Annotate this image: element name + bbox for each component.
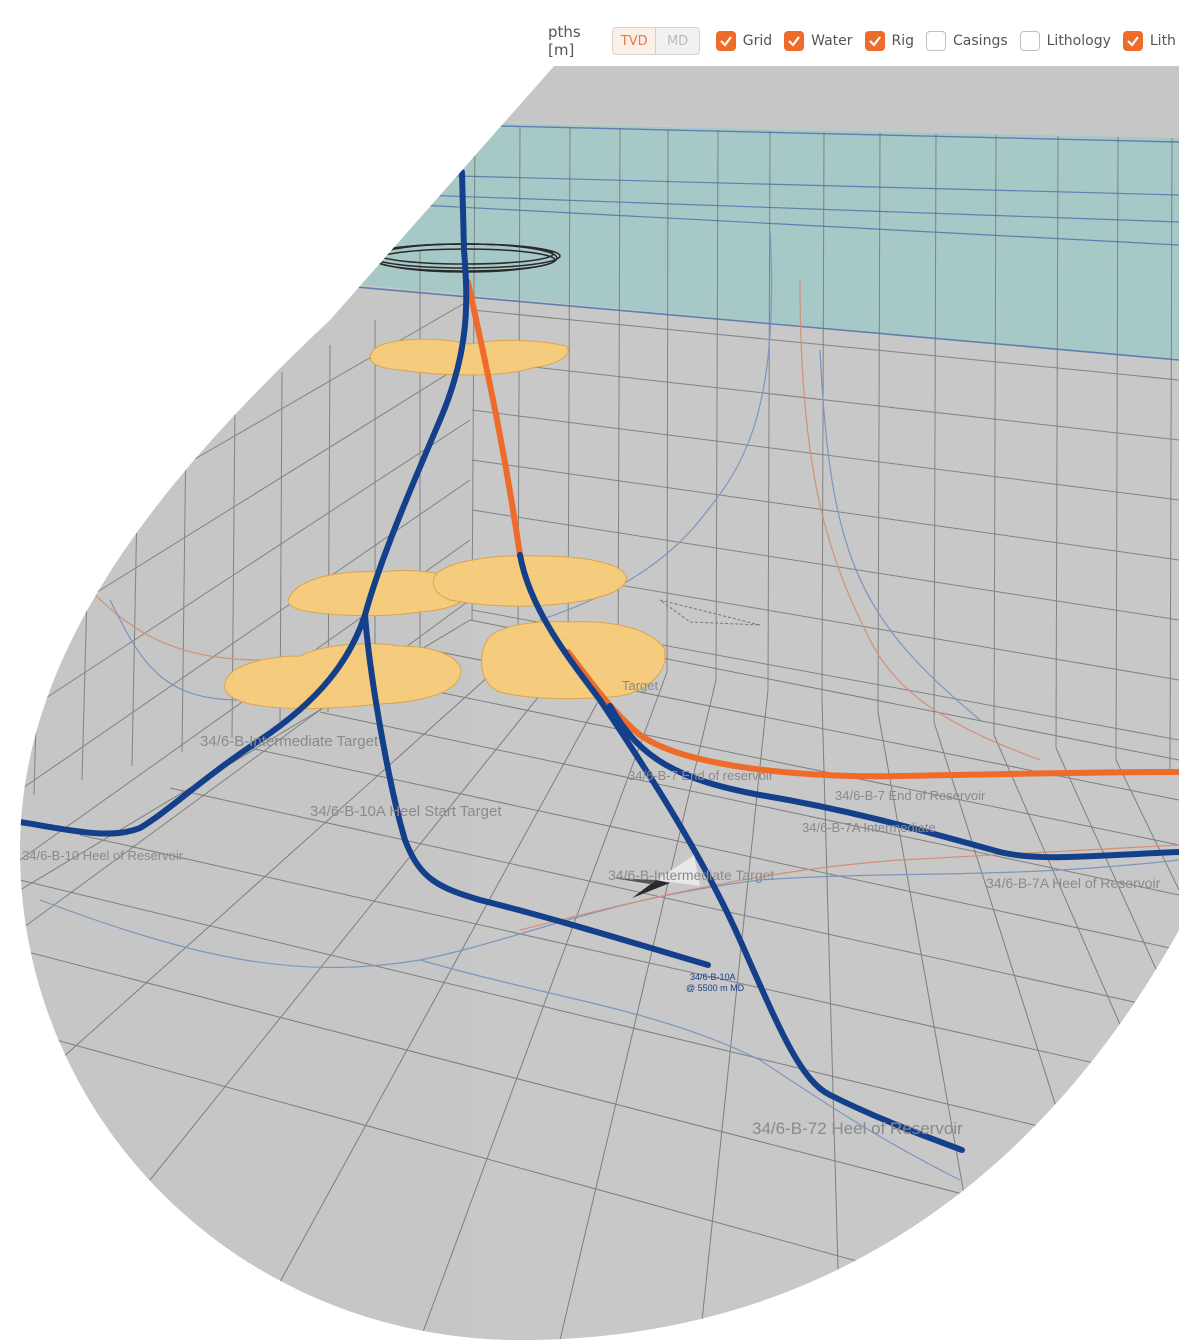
label-start-target: 34/6-B-10A Heel Start Target <box>310 803 502 820</box>
water-checkbox[interactable] <box>784 31 805 51</box>
label-heel-10: 34/6-B-10 Heel of Reservoir <box>22 848 184 863</box>
rig-checkbox[interactable] <box>864 31 885 51</box>
label-intermediate-target-2: 34/6-B-Intermediate Target <box>608 867 774 883</box>
water-layer <box>330 120 1179 360</box>
wellbores <box>20 169 1179 1153</box>
label-heel-7a: 34/6-B-7A Heel of Reservoir <box>986 875 1161 891</box>
reservoir-low-left <box>224 643 462 710</box>
lith-checkbox[interactable] <box>1122 31 1143 51</box>
tvd-button[interactable]: TVD <box>613 28 657 54</box>
well-tag-name: 34/6-B-10A <box>690 972 736 982</box>
grid-label: Grid <box>742 33 773 49</box>
rig-label: Rig <box>891 33 915 49</box>
label-intermediate-7a: 34/6-B-7A Intermediate <box>802 820 936 835</box>
toggle-grid[interactable]: Grid <box>715 31 773 51</box>
label-end-reservoir-a: 34/6-B-7 End of reservoir <box>628 768 774 783</box>
label-intermediate-target: 34/6-B-Intermediate Target <box>200 733 379 750</box>
toggle-casings[interactable]: Casings <box>926 31 1008 51</box>
toggle-lith[interactable]: Lith <box>1122 31 1176 51</box>
depths-label: pths [m] <box>548 23 581 59</box>
toggle-rig[interactable]: Rig <box>864 31 915 51</box>
casings-checkbox[interactable] <box>926 31 947 51</box>
compass-icon[interactable] <box>612 855 700 898</box>
water-line-3 <box>419 204 1179 246</box>
md-button[interactable]: MD <box>656 28 699 54</box>
toggle-water[interactable]: Water <box>784 31 853 51</box>
casings-label: Casings <box>953 33 1008 49</box>
view-toolbar: pths [m] TVD MD Grid Water Rig Casings L… <box>548 23 1179 59</box>
depth-mode-toggle: TVD MD <box>612 27 700 55</box>
lithology-label: Lithology <box>1046 33 1111 49</box>
lith-label: Lith <box>1149 33 1176 49</box>
water-line-1 <box>419 174 1179 196</box>
toggle-lithology[interactable]: Lithology <box>1019 31 1111 51</box>
label-heel-72: 34/6-B-72 Heel of Reservoir <box>752 1119 963 1138</box>
well-blue-branch-10a <box>362 612 711 968</box>
well-tag-depth: @ 5500 m MD <box>686 983 745 993</box>
target-outline <box>659 599 761 626</box>
grid-checkbox[interactable] <box>715 31 736 51</box>
well-blue-7 <box>517 552 965 1153</box>
well-orange-upper <box>465 279 523 558</box>
well-blue-7a <box>607 703 1179 861</box>
label-target: Target <box>622 678 659 693</box>
water-label: Water <box>811 33 853 49</box>
lithology-checkbox[interactable] <box>1019 31 1040 51</box>
water-line-2 <box>419 194 1179 223</box>
rig-icon <box>456 140 472 160</box>
well-blue-main <box>20 169 470 837</box>
label-end-reservoir-b: 34/6-B-7 End of Reservoir <box>835 788 986 803</box>
seabed-line <box>299 281 1179 361</box>
reservoir-top <box>369 338 569 376</box>
back-wall <box>470 120 1179 1340</box>
